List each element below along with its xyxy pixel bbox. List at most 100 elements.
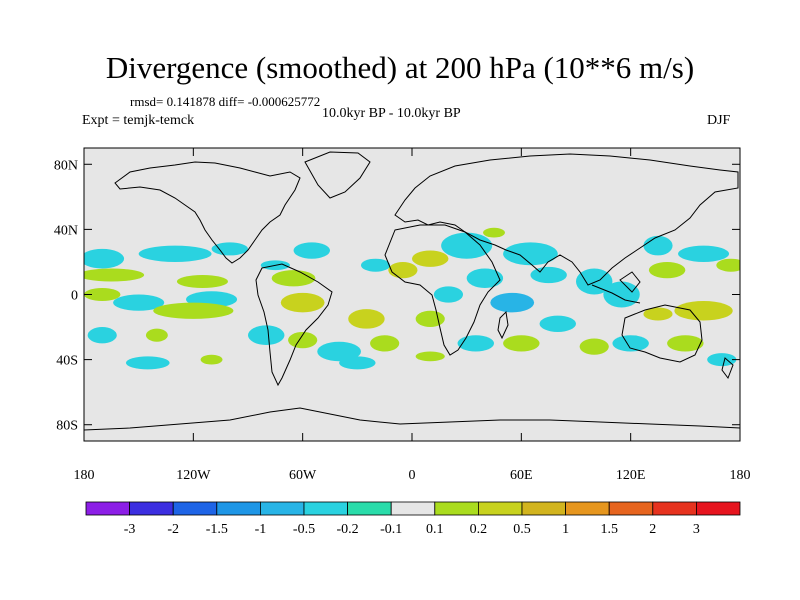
field-patch — [441, 232, 493, 259]
field-patch — [348, 309, 385, 329]
field-patch — [200, 354, 223, 365]
field-patch — [503, 242, 558, 266]
coast-australia — [621, 304, 703, 363]
x-tick-label: 120W — [176, 468, 211, 483]
field-patch — [643, 235, 673, 256]
field-patch — [138, 245, 212, 262]
field-patch — [612, 335, 649, 352]
colorbar-swatch — [477, 501, 523, 516]
coast-eurasia — [394, 153, 739, 286]
field-patch — [153, 302, 234, 319]
x-tick-label: 60E — [510, 468, 533, 483]
field-patch — [576, 268, 613, 295]
colorbar-label: 0.1 — [426, 522, 444, 537]
field-patch — [539, 315, 576, 332]
x-tick-label: 120E — [616, 468, 646, 483]
colorbar-swatch — [172, 501, 218, 516]
field-patch — [667, 335, 704, 352]
coast-indonesia — [591, 271, 641, 304]
field-patch — [87, 327, 117, 344]
field-patch — [412, 250, 449, 267]
season-label: DJF — [707, 113, 731, 128]
coast-south-america — [255, 263, 333, 387]
field-patch — [84, 268, 145, 282]
colorbar-label: 1.5 — [600, 522, 618, 537]
coast-africa — [384, 224, 501, 356]
colorbar-swatch — [216, 501, 261, 516]
latitude-axis: 80N 40N 0 40S 80S — [54, 158, 740, 434]
field-patch — [271, 270, 316, 287]
colorbar-label: 0.2 — [470, 522, 488, 537]
field-patch — [280, 292, 325, 313]
colorbar-swatch — [129, 501, 174, 516]
colorbar-label: -0.2 — [337, 522, 359, 537]
field-patch — [125, 356, 170, 370]
field-patch — [84, 287, 121, 302]
y-tick-label: 80S — [56, 419, 78, 434]
field-patch — [503, 335, 540, 352]
field-patch — [483, 227, 505, 238]
field-patch — [317, 341, 361, 362]
field-patch — [145, 328, 168, 342]
experiment-label: Expt = temjk-temck — [82, 113, 195, 128]
field-patch — [490, 292, 535, 313]
colorbar-swatch — [608, 501, 654, 516]
colorbar-label: -1.5 — [206, 522, 228, 537]
colorbar-label: -2 — [167, 522, 179, 537]
coastlines — [84, 151, 740, 431]
field-patch — [433, 286, 464, 303]
colorbar-swatch — [565, 501, 610, 516]
coast-madagascar — [497, 310, 509, 340]
field-patch — [211, 242, 248, 256]
x-tick-label: 180 — [730, 468, 751, 483]
field-patch — [370, 335, 400, 352]
period-label: 10.0kyr BP - 10.0kyr BP — [322, 106, 461, 121]
coast-antarctica — [84, 407, 740, 431]
y-tick-label: 80N — [54, 158, 78, 173]
colorbar-label: 3 — [693, 522, 700, 537]
colorbar-swatch — [390, 501, 436, 516]
colorbar-swatch — [85, 501, 130, 516]
field-patch — [415, 310, 445, 328]
colorbar-swatch — [652, 501, 697, 516]
field-patch — [457, 335, 494, 352]
field-patch — [113, 294, 165, 311]
coast-new-zealand — [721, 357, 734, 380]
x-tick-label: 60W — [289, 468, 317, 483]
plot-title: Divergence (smoothed) at 200 hPa (10**6 … — [105, 50, 695, 85]
x-tick-label: 180 — [74, 468, 95, 483]
colorbar-label: 2 — [649, 522, 656, 537]
field-patch — [415, 351, 445, 362]
field-patch — [360, 258, 391, 272]
colorbar-swatch — [521, 501, 566, 516]
field-patch — [603, 281, 640, 308]
colorbar-label: -0.1 — [380, 522, 402, 537]
y-tick-label: 40N — [54, 223, 78, 238]
field-patch — [643, 307, 673, 321]
x-tick-label: 0 — [409, 468, 416, 483]
field-patch — [678, 245, 730, 262]
colorbar-swatch — [696, 501, 741, 516]
field-patch — [530, 266, 567, 284]
field-patch — [248, 325, 285, 345]
colorbar-label: 1 — [562, 522, 569, 537]
field-patch — [176, 274, 228, 288]
field-patch — [648, 261, 686, 279]
field-patch — [674, 301, 733, 321]
colorbar-swatch — [303, 501, 348, 516]
colorbar-swatch — [434, 501, 479, 516]
field-patch — [716, 258, 740, 272]
longitude-axis: 180 120W 60W 0 60E 120E 180 — [74, 148, 751, 483]
field-patch — [707, 353, 737, 367]
field-patch — [388, 261, 418, 279]
colorbar-swatch — [259, 501, 305, 516]
colorbar-label: 0.5 — [513, 522, 531, 537]
field-patch — [339, 356, 376, 370]
rmsd-diff-stats: rmsd= 0.141878 diff= -0.000625772 — [130, 94, 321, 109]
coast-greenland — [304, 151, 371, 199]
field-patch — [84, 248, 125, 269]
colorbar-label: -1 — [255, 522, 267, 537]
field-patch — [466, 268, 504, 288]
y-tick-label: 40S — [56, 354, 78, 369]
